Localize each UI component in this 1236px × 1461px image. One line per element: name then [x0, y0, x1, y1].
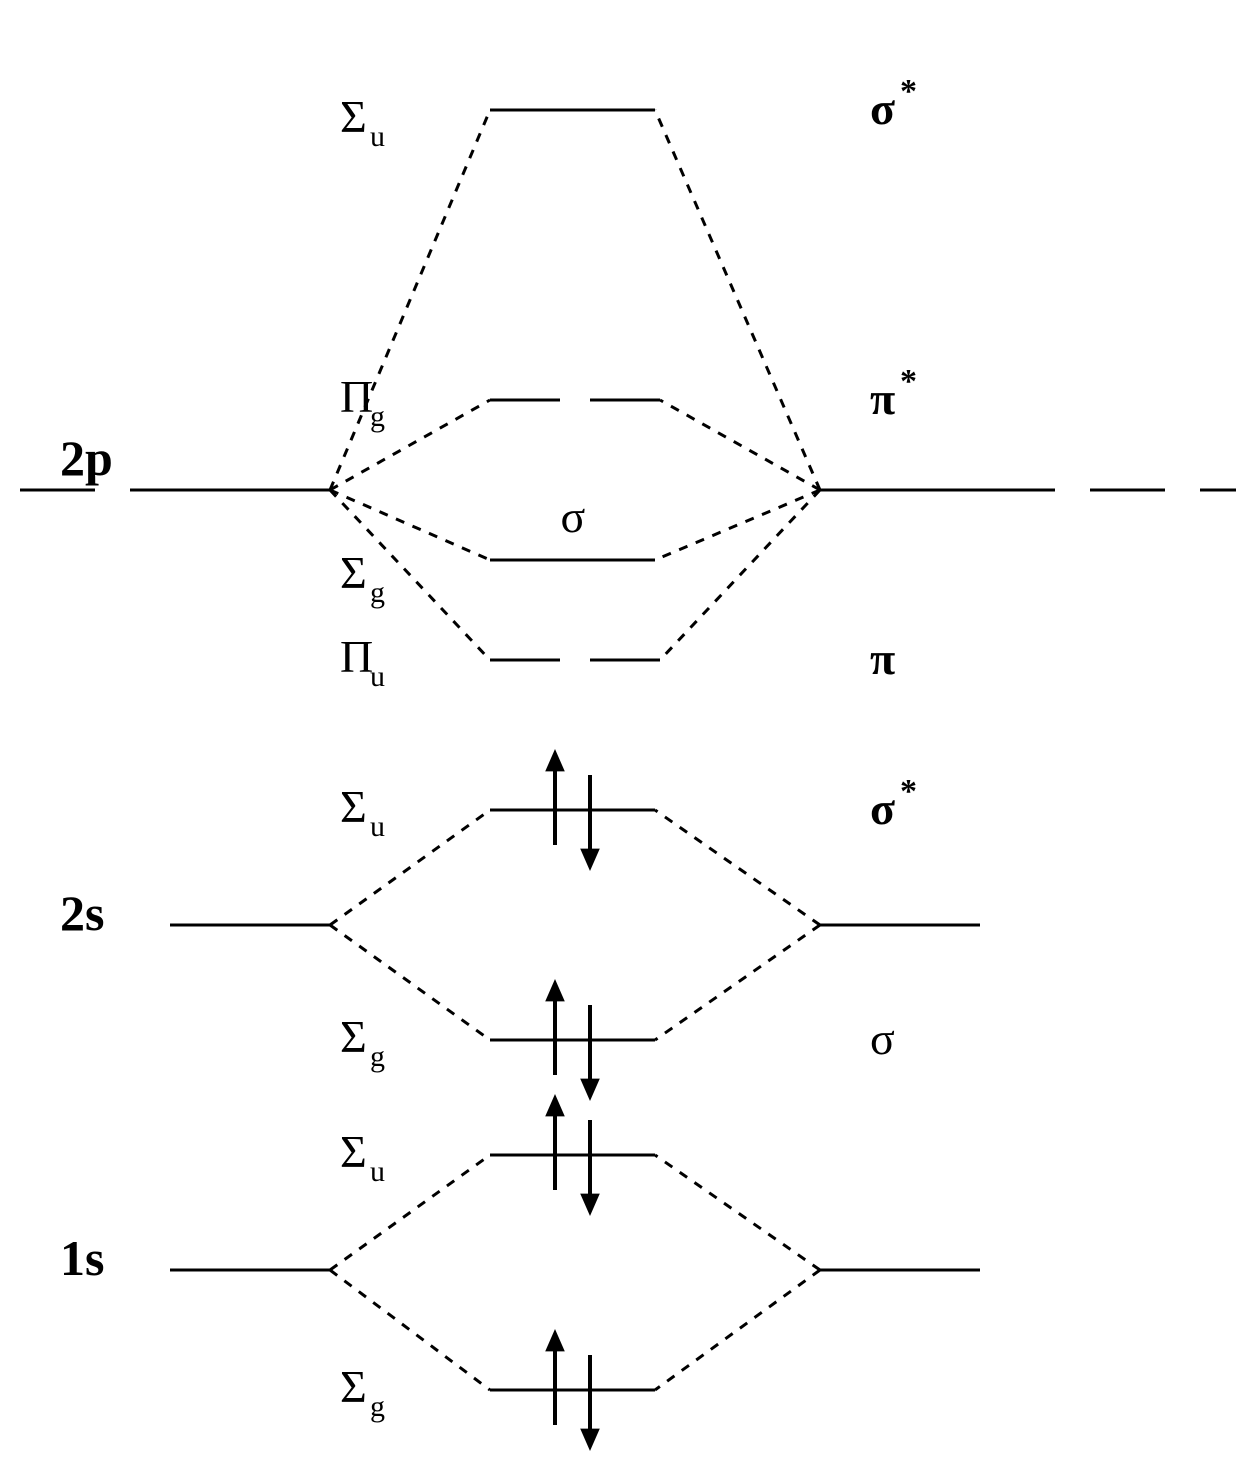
shell-label-1s: 1s [60, 1230, 104, 1286]
shell-label-2s: 2s [60, 885, 104, 941]
symmetry-sub: g [370, 1390, 385, 1423]
symmetry-label: Σ [340, 1011, 367, 1062]
symmetry-sub: g [370, 1040, 385, 1073]
correlation-line [330, 110, 490, 490]
correlation-line [655, 110, 820, 490]
correlation-line [655, 1155, 820, 1270]
shell-label-2p: 2p [60, 430, 113, 486]
symmetry-sub: g [370, 576, 385, 609]
symmetry-sub: u [370, 810, 385, 843]
symmetry-sub: u [370, 1155, 385, 1188]
correlation-line [655, 1270, 820, 1390]
correlation-line [660, 400, 820, 490]
orbital-label: σ [870, 83, 895, 134]
correlation-line [655, 810, 820, 925]
symmetry-sub: u [370, 660, 385, 693]
correlation-line [655, 490, 820, 560]
orbital-label: σ [870, 783, 895, 834]
symmetry-sub: g [370, 400, 385, 433]
orbital-sup: * [900, 73, 917, 110]
correlation-line [655, 925, 820, 1040]
symmetry-label: Σ [340, 1361, 367, 1412]
symmetry-label: Σ [340, 781, 367, 832]
correlation-line [660, 490, 820, 660]
symmetry-label: Σ [340, 547, 367, 598]
symmetry-label: Π [340, 371, 373, 422]
symmetry-label: Π [340, 631, 373, 682]
symmetry-label: Σ [340, 1126, 367, 1177]
symmetry-sub: u [370, 120, 385, 153]
orbital-label: π [870, 633, 895, 684]
orbital-sup: * [900, 363, 917, 400]
orbital-label: σ [561, 491, 586, 542]
orbital-label: σ [870, 1013, 895, 1064]
orbital-sup: * [900, 773, 917, 810]
symmetry-label: Σ [340, 91, 367, 142]
orbital-label: π [870, 373, 895, 424]
